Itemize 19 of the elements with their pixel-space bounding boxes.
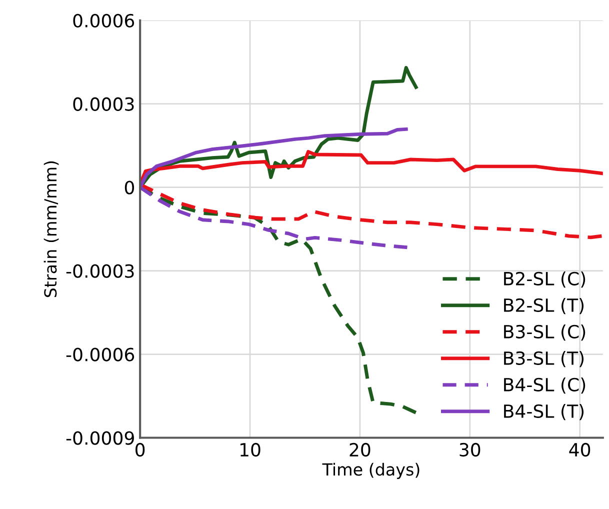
legend-label: B3-SL (C) — [504, 324, 586, 341]
x-tick-label: 20 — [350, 442, 370, 457]
x-tick-label: 40 — [569, 442, 590, 457]
legend-label: B4-SL (C) — [504, 378, 586, 394]
y-tick-label: -0.0009 — [66, 431, 134, 445]
legend-label: B2-SL (T) — [504, 298, 584, 314]
y-tick-label: -0.0003 — [66, 264, 134, 278]
legend-label: B3-SL (T) — [504, 351, 584, 368]
x-axis-title: Time (days) — [322, 462, 420, 479]
y-tick-label: 0.0006 — [73, 14, 134, 28]
y-tick-label: -0.0006 — [66, 348, 134, 362]
y-axis-title: Strain (mm/mm) — [44, 161, 59, 298]
x-tick-label: 10 — [240, 442, 260, 457]
x-tick-label: 30 — [460, 442, 480, 457]
legend-label: B2-SL (C) — [504, 272, 586, 288]
x-tick-label: 0 — [136, 442, 145, 457]
y-tick-label: 0 — [124, 180, 134, 194]
legend-label: B4-SL (T) — [504, 404, 584, 420]
y-tick-label: 0.0003 — [73, 97, 134, 111]
